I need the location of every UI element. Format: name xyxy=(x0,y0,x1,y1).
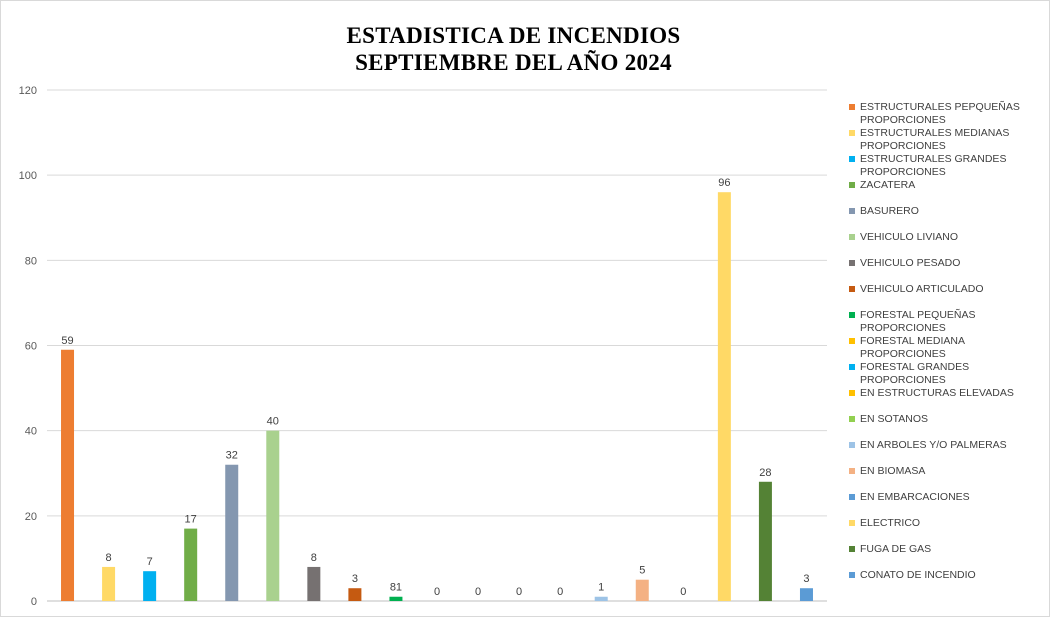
legend-label: ELECTRICO xyxy=(860,517,921,529)
legend-label: ESTRUCTURALES MEDIANAS PROPORCIONES xyxy=(860,127,1010,152)
y-tick-label: 100 xyxy=(19,170,37,182)
legend-swatch xyxy=(849,390,855,396)
legend-label: ESTRUCTURALES GRANDES PROPORCIONES xyxy=(860,153,1007,178)
data-label: 0 xyxy=(516,586,522,598)
legend-swatch xyxy=(849,546,855,552)
data-label: 17 xyxy=(185,514,197,526)
legend-label: EN SOTANOS xyxy=(860,413,929,425)
legend-label: EN BIOMASA xyxy=(860,465,926,477)
bar xyxy=(307,566,321,601)
legend-swatch xyxy=(849,494,855,500)
bar xyxy=(143,571,157,601)
data-label: 7 xyxy=(147,556,153,568)
legend-swatch xyxy=(849,442,855,448)
data-label: 1 xyxy=(598,582,604,594)
data-label: 8 xyxy=(106,552,112,564)
data-label: 5 xyxy=(639,565,645,577)
legend-label: EN EMBARCACIONES xyxy=(860,491,970,503)
legend-label: VEHICULO ARTICULADO xyxy=(860,283,984,295)
legend-label: CONATO DE INCENDIO xyxy=(860,569,976,581)
y-tick-label: 0 xyxy=(31,596,37,608)
legend-swatch xyxy=(849,338,855,344)
legend-label: ZACATERA xyxy=(860,179,916,191)
data-label: 3 xyxy=(803,573,809,585)
legend-label: EN ARBOLES Y/O PALMERAS xyxy=(860,439,1007,451)
legend-label: FUGA DE GAS xyxy=(860,543,932,555)
legend-swatch xyxy=(849,208,855,214)
legend-swatch xyxy=(849,156,855,162)
legend-swatch xyxy=(849,364,855,370)
legend-swatch xyxy=(849,234,855,240)
legend-label: FORESTAL GRANDES PROPORCIONES xyxy=(860,361,970,386)
legend-swatch xyxy=(849,260,855,266)
bar xyxy=(594,596,608,601)
bar xyxy=(102,566,116,601)
data-label: 59 xyxy=(61,335,73,347)
data-label: 40 xyxy=(267,416,279,428)
data-label: 0 xyxy=(680,586,686,598)
y-tick-label: 60 xyxy=(25,341,37,353)
bar xyxy=(225,464,239,601)
bar xyxy=(635,579,649,601)
legend-swatch xyxy=(849,182,855,188)
data-label: 3 xyxy=(352,573,358,585)
bar xyxy=(389,596,403,601)
y-tick-label: 40 xyxy=(25,426,37,438)
legend-swatch xyxy=(849,312,855,318)
chart-title-line-2: SEPTIEMBRE DEL AÑO 2024 xyxy=(355,50,672,75)
y-tick-label: 120 xyxy=(19,85,37,97)
legend-label: VEHICULO LIVIANO xyxy=(860,231,959,243)
data-label: 32 xyxy=(226,450,238,462)
legend-label: ESTRUCTURALES PEPQUEÑAS PROPORCIONES xyxy=(860,101,1020,126)
legend-label: BASURERO xyxy=(860,205,919,217)
y-tick-label: 20 xyxy=(25,511,37,523)
data-label: 0 xyxy=(434,586,440,598)
data-label: 28 xyxy=(759,467,771,479)
legend-swatch xyxy=(849,572,855,578)
bar xyxy=(266,430,280,601)
data-label: 0 xyxy=(475,586,481,598)
data-label: 0 xyxy=(557,586,563,598)
legend-swatch xyxy=(849,468,855,474)
legend-swatch xyxy=(849,286,855,292)
data-label: 8 xyxy=(311,552,317,564)
bar-chart-plot: 0 20 40 60 80 100 120 59 8 7 17 32 40 8 3 81 0 0 0 0 1 5 0 96 28… xyxy=(19,85,827,608)
legend-swatch xyxy=(849,130,855,136)
legend-label: VEHICULO PESADO xyxy=(860,257,961,269)
legend-label: EN ESTRUCTURAS ELEVADAS xyxy=(860,387,1014,399)
bar xyxy=(758,481,772,601)
legend-swatch xyxy=(849,520,855,526)
bar xyxy=(717,192,731,601)
data-label: 81 xyxy=(390,582,402,594)
bar xyxy=(61,349,75,601)
legend-swatch xyxy=(849,104,855,110)
chart-title-line-1: ESTADISTICA DE INCENDIOS xyxy=(346,23,681,48)
legend-label: FORESTAL MEDIANA PROPORCIONES xyxy=(860,335,965,360)
data-label: 96 xyxy=(718,177,730,189)
legend-label: FORESTAL PEQUEÑAS PROPORCIONES xyxy=(860,309,976,334)
bar xyxy=(348,588,362,601)
legend-swatch xyxy=(849,416,855,422)
y-tick-label: 80 xyxy=(25,255,37,267)
bar xyxy=(184,528,198,601)
bar xyxy=(799,588,813,601)
